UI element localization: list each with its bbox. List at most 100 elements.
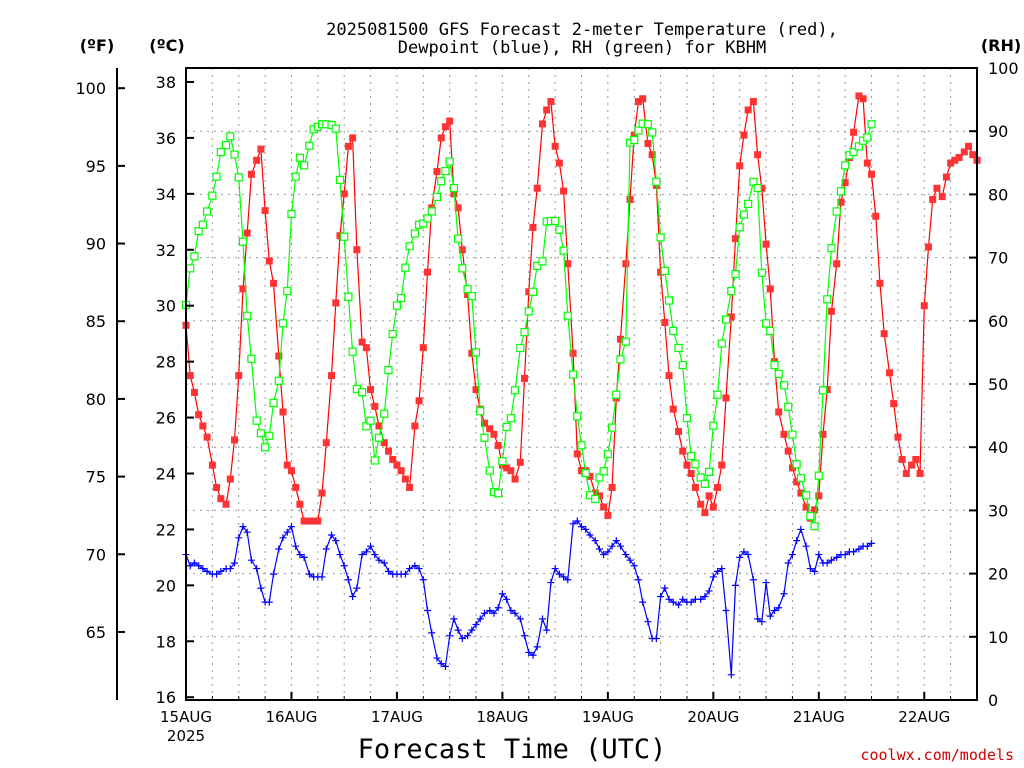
rh-point: [198, 220, 207, 229]
rh-point: [458, 264, 467, 273]
temperature-point: [648, 151, 656, 159]
dewpoint-point: [722, 607, 730, 615]
rh-point: [295, 153, 305, 162]
temperature-point: [969, 151, 977, 159]
dewpoint-point: [247, 556, 255, 564]
dewpoint-point: [450, 615, 458, 623]
temperature-point: [433, 167, 441, 175]
temperature-point: [855, 92, 863, 100]
tick-label-c: 38: [156, 73, 176, 92]
credit-link[interactable]: coolwx.com/models: [860, 746, 1014, 764]
rh-point: [449, 183, 458, 193]
rh-point: [696, 473, 705, 482]
tick-label-f: 75: [86, 468, 106, 487]
temperature-point: [827, 307, 835, 315]
rh-point: [234, 173, 243, 182]
dewpoint-point: [490, 609, 498, 617]
temperature-point: [573, 450, 581, 458]
temperature-point: [235, 372, 243, 380]
temperature-point: [793, 478, 801, 486]
temperature-point: [511, 475, 519, 483]
dewpoint-point: [687, 598, 695, 606]
temperature-point: [458, 246, 466, 254]
rh-point: [810, 522, 819, 531]
dewpoint-point: [231, 559, 239, 567]
temperature-point: [389, 456, 397, 464]
temperature-point: [837, 198, 845, 206]
dewpoint-point: [718, 565, 726, 573]
temperature-point: [310, 517, 318, 525]
dewpoint-point: [213, 570, 221, 578]
rh-point: [682, 414, 692, 423]
temperature-point: [275, 352, 283, 360]
temperature-point: [902, 469, 910, 477]
temperature-point: [261, 207, 269, 215]
rh-point: [216, 147, 225, 157]
dewpoint-point: [257, 584, 265, 592]
rh-point: [770, 360, 779, 370]
temperature-point: [722, 394, 730, 402]
temperature-point: [547, 98, 555, 106]
temperature-point: [960, 148, 968, 156]
temperature-point: [709, 503, 717, 511]
rh-point: [599, 467, 608, 476]
dewpoint-point: [296, 551, 304, 559]
dewpoint-point: [253, 565, 261, 573]
temperature-point: [933, 184, 941, 192]
temperature-point: [213, 483, 221, 491]
rh-point: [559, 246, 568, 255]
dewpoint-point: [833, 553, 841, 561]
temperature-point: [424, 268, 432, 276]
dewpoint-point: [344, 576, 352, 584]
temperature-point: [380, 439, 388, 447]
temperature-point: [718, 461, 726, 469]
temperature-point: [332, 299, 340, 307]
dewpoint-point: [340, 562, 348, 570]
rh-point: [709, 421, 718, 430]
rh-point: [739, 210, 749, 219]
tick-label-f: 70: [86, 545, 106, 564]
temperature-point: [626, 195, 634, 203]
rh-point: [476, 407, 485, 416]
temperature-point: [415, 397, 423, 405]
dewpoint-point: [353, 584, 361, 592]
temperature-point: [437, 134, 445, 142]
temperature-point: [318, 489, 326, 497]
tick-label-f: 100: [75, 79, 106, 98]
tick-label-x: 16AUG: [265, 708, 317, 726]
rh-point: [291, 172, 300, 181]
rh-point: [441, 166, 450, 176]
temperature-point: [683, 461, 691, 469]
temperature-point: [691, 483, 699, 491]
temperature-point: [815, 492, 823, 500]
dewpoint-point: [600, 551, 608, 559]
dewpoint-point: [797, 525, 805, 533]
rh-point: [392, 301, 402, 310]
rh-point: [405, 242, 414, 251]
temperature-point: [661, 318, 669, 326]
dewpoint-point: [675, 601, 683, 609]
rh-point: [358, 388, 367, 397]
dewpoint-point: [494, 604, 502, 612]
temperature-point: [279, 408, 287, 416]
temperature-point: [375, 422, 383, 430]
temperature-point: [701, 509, 709, 517]
dewpoint-point: [507, 607, 515, 615]
temperature-point: [863, 159, 871, 167]
dewpoint-point: [793, 537, 801, 545]
temperature-point: [419, 344, 427, 352]
temperature-point: [802, 503, 810, 511]
temperature-point: [591, 489, 599, 497]
rh-point: [849, 147, 858, 157]
temperature-point: [965, 142, 973, 150]
rh-point: [761, 319, 771, 328]
dewpoint-point: [336, 551, 344, 559]
tick-label-x: 21AUG: [793, 708, 845, 726]
temperature-point: [340, 190, 348, 198]
tick-label-rh: 30: [988, 501, 1008, 520]
temperature-point: [639, 95, 647, 103]
rh-point: [568, 370, 578, 379]
temperature-point: [538, 120, 546, 128]
rh-point: [581, 469, 590, 478]
dewpoint-point: [811, 567, 819, 575]
